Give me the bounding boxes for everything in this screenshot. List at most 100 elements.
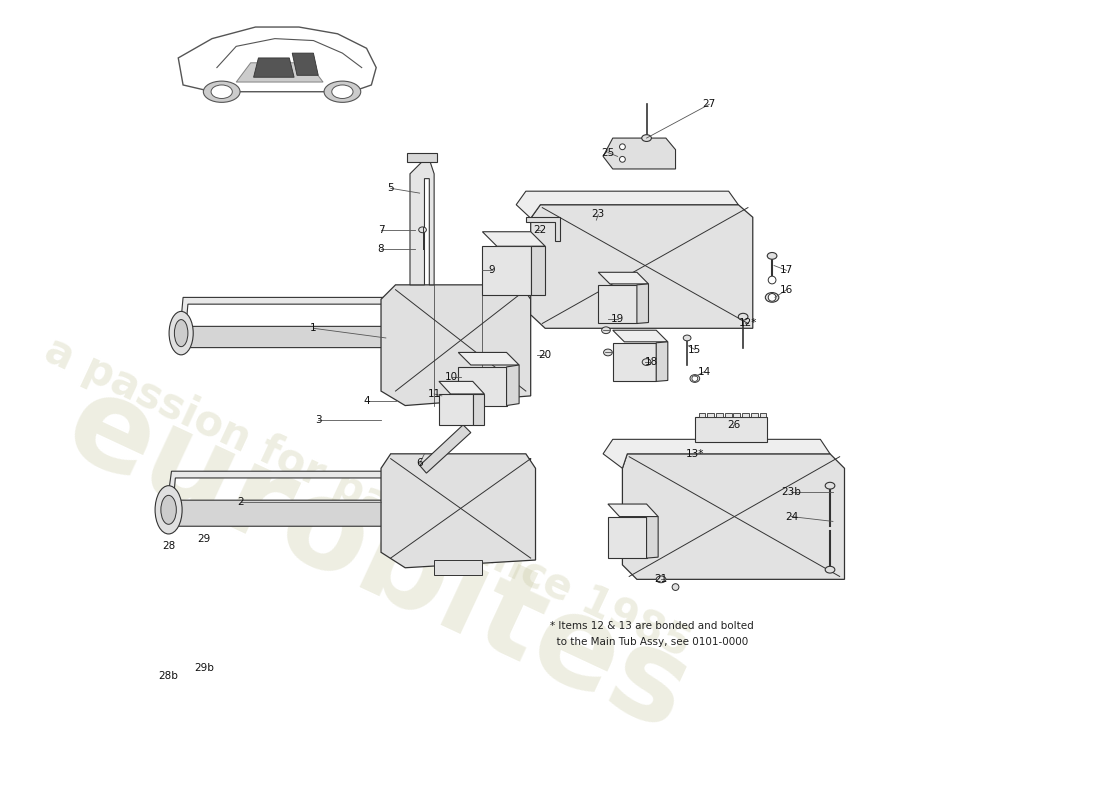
Polygon shape (613, 330, 668, 342)
Polygon shape (530, 246, 546, 294)
Text: 29b: 29b (195, 663, 214, 673)
Polygon shape (603, 439, 830, 468)
Ellipse shape (161, 495, 176, 524)
Polygon shape (410, 159, 435, 285)
Text: 6: 6 (416, 458, 424, 469)
Polygon shape (516, 191, 738, 218)
Ellipse shape (169, 311, 194, 355)
Polygon shape (483, 232, 546, 246)
Text: to the Main Tub Assy, see 0101-0000: to the Main Tub Assy, see 0101-0000 (550, 637, 748, 647)
Text: 20: 20 (539, 350, 552, 360)
Ellipse shape (657, 576, 665, 582)
Text: 21: 21 (654, 574, 668, 584)
Text: 28: 28 (162, 541, 175, 550)
Text: 12*: 12* (739, 318, 757, 329)
Polygon shape (168, 458, 530, 500)
Text: 27: 27 (703, 99, 716, 110)
Ellipse shape (211, 85, 232, 98)
Text: 22: 22 (534, 225, 547, 235)
Polygon shape (751, 414, 758, 417)
Polygon shape (608, 517, 647, 558)
Text: * Items 12 & 13 are bonded and bolted: * Items 12 & 13 are bonded and bolted (550, 621, 754, 630)
Text: 14: 14 (697, 366, 711, 377)
Polygon shape (439, 394, 473, 425)
Ellipse shape (768, 253, 777, 259)
Text: 1: 1 (310, 323, 317, 334)
Polygon shape (598, 272, 649, 284)
Polygon shape (598, 285, 637, 323)
Text: 5: 5 (387, 183, 394, 194)
Polygon shape (695, 417, 768, 442)
Polygon shape (168, 493, 528, 526)
Ellipse shape (204, 81, 240, 102)
Polygon shape (439, 382, 484, 394)
Polygon shape (734, 414, 740, 417)
Text: 23b: 23b (781, 487, 801, 498)
Ellipse shape (766, 293, 779, 302)
Text: 17: 17 (780, 266, 793, 275)
Text: 2: 2 (238, 497, 244, 507)
Polygon shape (603, 138, 675, 169)
Ellipse shape (602, 327, 610, 334)
Ellipse shape (672, 584, 679, 590)
Ellipse shape (419, 227, 427, 233)
Polygon shape (647, 517, 658, 558)
Text: 15: 15 (689, 345, 702, 354)
Text: 23: 23 (592, 210, 605, 219)
Text: 18: 18 (645, 357, 658, 367)
Text: 11: 11 (428, 389, 441, 399)
Text: 26: 26 (727, 420, 740, 430)
Ellipse shape (642, 358, 651, 366)
Circle shape (619, 144, 625, 150)
Polygon shape (759, 414, 767, 417)
Polygon shape (459, 367, 506, 406)
Circle shape (768, 294, 776, 302)
Ellipse shape (175, 320, 188, 346)
Circle shape (692, 376, 697, 382)
Text: 9: 9 (488, 266, 495, 275)
Text: eurobites: eurobites (48, 363, 708, 757)
Polygon shape (483, 246, 530, 294)
Text: 28b: 28b (158, 671, 178, 681)
Ellipse shape (332, 85, 353, 98)
Polygon shape (254, 58, 294, 78)
Ellipse shape (155, 486, 183, 534)
Circle shape (768, 276, 776, 284)
Polygon shape (725, 414, 732, 417)
Polygon shape (530, 205, 752, 328)
Polygon shape (623, 454, 845, 579)
Polygon shape (293, 53, 318, 75)
Text: 13*: 13* (685, 449, 704, 459)
Polygon shape (613, 342, 657, 382)
Ellipse shape (738, 314, 748, 320)
Polygon shape (381, 285, 530, 406)
Text: 29: 29 (198, 534, 211, 544)
Polygon shape (716, 414, 723, 417)
Polygon shape (526, 218, 560, 242)
Ellipse shape (690, 374, 700, 382)
Text: 16: 16 (780, 285, 793, 294)
Polygon shape (236, 62, 323, 82)
Polygon shape (381, 454, 536, 568)
Polygon shape (742, 414, 749, 417)
Text: 25: 25 (602, 147, 615, 158)
Text: 7: 7 (377, 225, 384, 235)
Polygon shape (608, 504, 658, 517)
Text: 24: 24 (784, 511, 798, 522)
Ellipse shape (825, 482, 835, 489)
Text: a passion for parts since 1985: a passion for parts since 1985 (39, 329, 697, 666)
Polygon shape (473, 394, 484, 425)
Polygon shape (637, 284, 649, 323)
Ellipse shape (825, 566, 835, 573)
Ellipse shape (683, 335, 691, 341)
Circle shape (619, 157, 625, 162)
Polygon shape (698, 414, 705, 417)
Text: 19: 19 (610, 314, 624, 324)
Polygon shape (459, 353, 519, 365)
Polygon shape (506, 365, 519, 406)
Polygon shape (707, 414, 714, 417)
Ellipse shape (604, 349, 613, 356)
Polygon shape (657, 342, 668, 382)
Text: 8: 8 (377, 244, 384, 254)
Polygon shape (182, 318, 512, 348)
